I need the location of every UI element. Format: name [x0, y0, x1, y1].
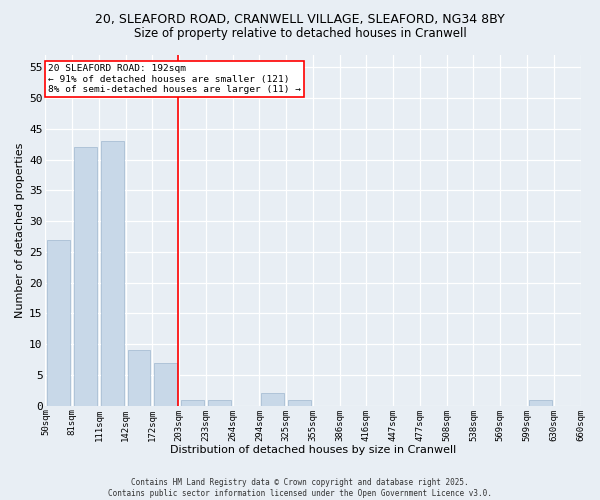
Bar [128, 350, 151, 406]
Text: 20 SLEAFORD ROAD: 192sqm
← 91% of detached houses are smaller (121)
8% of semi-d: 20 SLEAFORD ROAD: 192sqm ← 91% of detach… [48, 64, 301, 94]
Text: 20, SLEAFORD ROAD, CRANWELL VILLAGE, SLEAFORD, NG34 8BY: 20, SLEAFORD ROAD, CRANWELL VILLAGE, SLE… [95, 12, 505, 26]
Y-axis label: Number of detached properties: Number of detached properties [15, 142, 25, 318]
Text: Size of property relative to detached houses in Cranwell: Size of property relative to detached ho… [134, 28, 466, 40]
Bar [288, 400, 311, 406]
Text: Contains HM Land Registry data © Crown copyright and database right 2025.
Contai: Contains HM Land Registry data © Crown c… [108, 478, 492, 498]
Bar [101, 141, 124, 406]
Bar [47, 240, 70, 406]
Bar [181, 400, 204, 406]
Bar [208, 400, 231, 406]
Bar [262, 394, 284, 406]
Bar [74, 148, 97, 406]
Bar [529, 400, 552, 406]
X-axis label: Distribution of detached houses by size in Cranwell: Distribution of detached houses by size … [170, 445, 456, 455]
Bar [154, 362, 177, 406]
